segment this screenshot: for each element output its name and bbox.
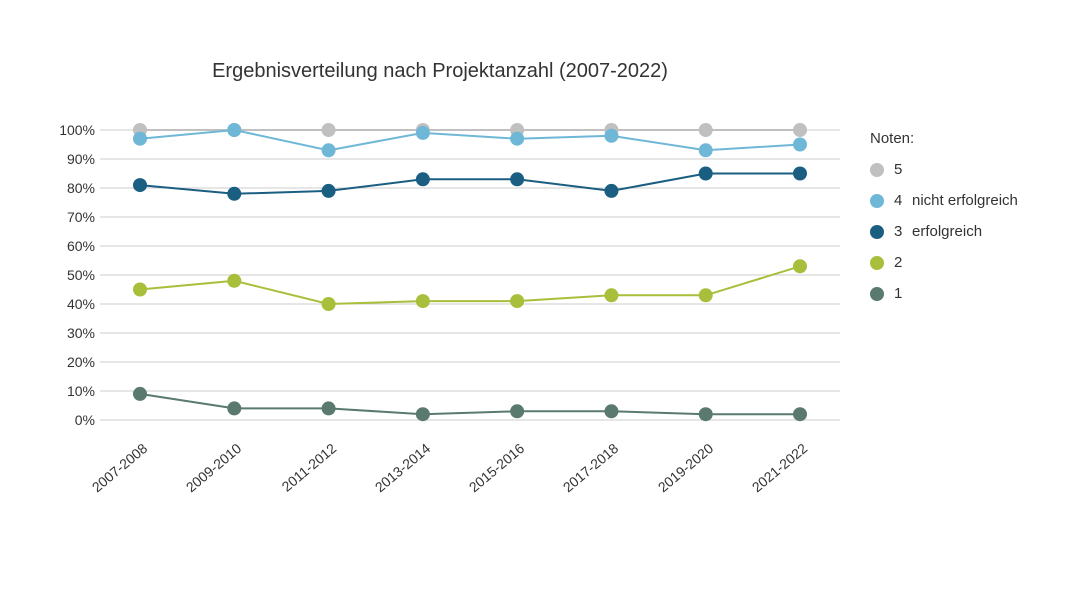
x-tick-label: 2019-2020 [654, 440, 716, 495]
y-tick-label: 50% [50, 267, 95, 283]
y-tick-label: 90% [50, 151, 95, 167]
legend-title: Noten: [870, 130, 1070, 147]
legend-num: 1 [894, 285, 912, 302]
x-tick-label: 2007-2008 [89, 440, 151, 495]
legend-item-s2: 2 [870, 254, 1070, 271]
series-marker-s2 [793, 259, 807, 273]
legend-marker-icon [870, 194, 884, 208]
series-marker-s5 [322, 123, 336, 137]
series-marker-s1 [699, 407, 713, 421]
series-marker-s2 [227, 274, 241, 288]
y-tick-label: 100% [50, 122, 95, 138]
series-marker-s3 [322, 184, 336, 198]
series-marker-s1 [416, 407, 430, 421]
series-marker-s3 [793, 167, 807, 181]
series-marker-s1 [133, 387, 147, 401]
series-marker-s4 [604, 129, 618, 143]
legend-marker-icon [870, 225, 884, 239]
legend-num: 3 [894, 223, 912, 240]
series-marker-s1 [793, 407, 807, 421]
series-marker-s1 [510, 404, 524, 418]
series-marker-s5 [793, 123, 807, 137]
series-marker-s3 [133, 178, 147, 192]
legend-num: 2 [894, 254, 912, 271]
y-tick-label: 60% [50, 238, 95, 254]
legend-text: nicht erfolgreich [912, 192, 1018, 209]
series-marker-s4 [510, 132, 524, 146]
series-marker-s3 [416, 172, 430, 186]
series-marker-s1 [227, 401, 241, 415]
x-tick-label: 2017-2018 [560, 440, 622, 495]
y-tick-label: 20% [50, 354, 95, 370]
y-tick-label: 0% [50, 412, 95, 428]
x-tick-label: 2021-2022 [749, 440, 811, 495]
legend-marker-icon [870, 256, 884, 270]
legend-item-s1: 1 [870, 285, 1070, 302]
series-marker-s2 [699, 288, 713, 302]
legend-num: 5 [894, 161, 912, 178]
x-tick-label: 2009-2010 [183, 440, 245, 495]
x-tick-label: 2013-2014 [372, 440, 434, 495]
series-marker-s4 [227, 123, 241, 137]
series-marker-s4 [133, 132, 147, 146]
series-marker-s1 [604, 404, 618, 418]
series-marker-s1 [322, 401, 336, 415]
y-axis-labels: 0%10%20%30%40%50%60%70%80%90%100% [50, 130, 95, 420]
series-marker-s2 [322, 297, 336, 311]
y-tick-label: 80% [50, 180, 95, 196]
series-marker-s4 [699, 143, 713, 157]
x-axis-labels: 2007-20082009-20102011-20122013-20142015… [100, 430, 840, 530]
y-tick-label: 70% [50, 209, 95, 225]
series-marker-s4 [416, 126, 430, 140]
legend: Noten: 54nicht erfolgreich3erfolgreich21 [870, 130, 1070, 316]
legend-item-s4: 4nicht erfolgreich [870, 192, 1070, 209]
series-marker-s2 [133, 283, 147, 297]
legend-item-s3: 3erfolgreich [870, 223, 1070, 240]
x-tick-label: 2011-2012 [278, 440, 339, 495]
legend-marker-icon [870, 287, 884, 301]
series-marker-s4 [322, 143, 336, 157]
series-marker-s2 [604, 288, 618, 302]
legend-num: 4 [894, 192, 912, 209]
y-tick-label: 10% [50, 383, 95, 399]
y-tick-label: 30% [50, 325, 95, 341]
chart-title: Ergebnisverteilung nach Projektanzahl (2… [0, 60, 880, 83]
series-marker-s3 [227, 187, 241, 201]
series-marker-s2 [510, 294, 524, 308]
chart-plot-area [100, 130, 840, 420]
chart-svg [100, 130, 840, 420]
series-marker-s3 [604, 184, 618, 198]
chart-container: Ergebnisverteilung nach Projektanzahl (2… [0, 0, 1080, 608]
series-marker-s3 [699, 167, 713, 181]
series-marker-s2 [416, 294, 430, 308]
y-tick-label: 40% [50, 296, 95, 312]
series-marker-s4 [793, 138, 807, 152]
series-marker-s3 [510, 172, 524, 186]
x-tick-label: 2015-2016 [466, 440, 528, 495]
series-marker-s5 [699, 123, 713, 137]
legend-marker-icon [870, 163, 884, 177]
legend-item-s5: 5 [870, 161, 1070, 178]
legend-text: erfolgreich [912, 223, 982, 240]
